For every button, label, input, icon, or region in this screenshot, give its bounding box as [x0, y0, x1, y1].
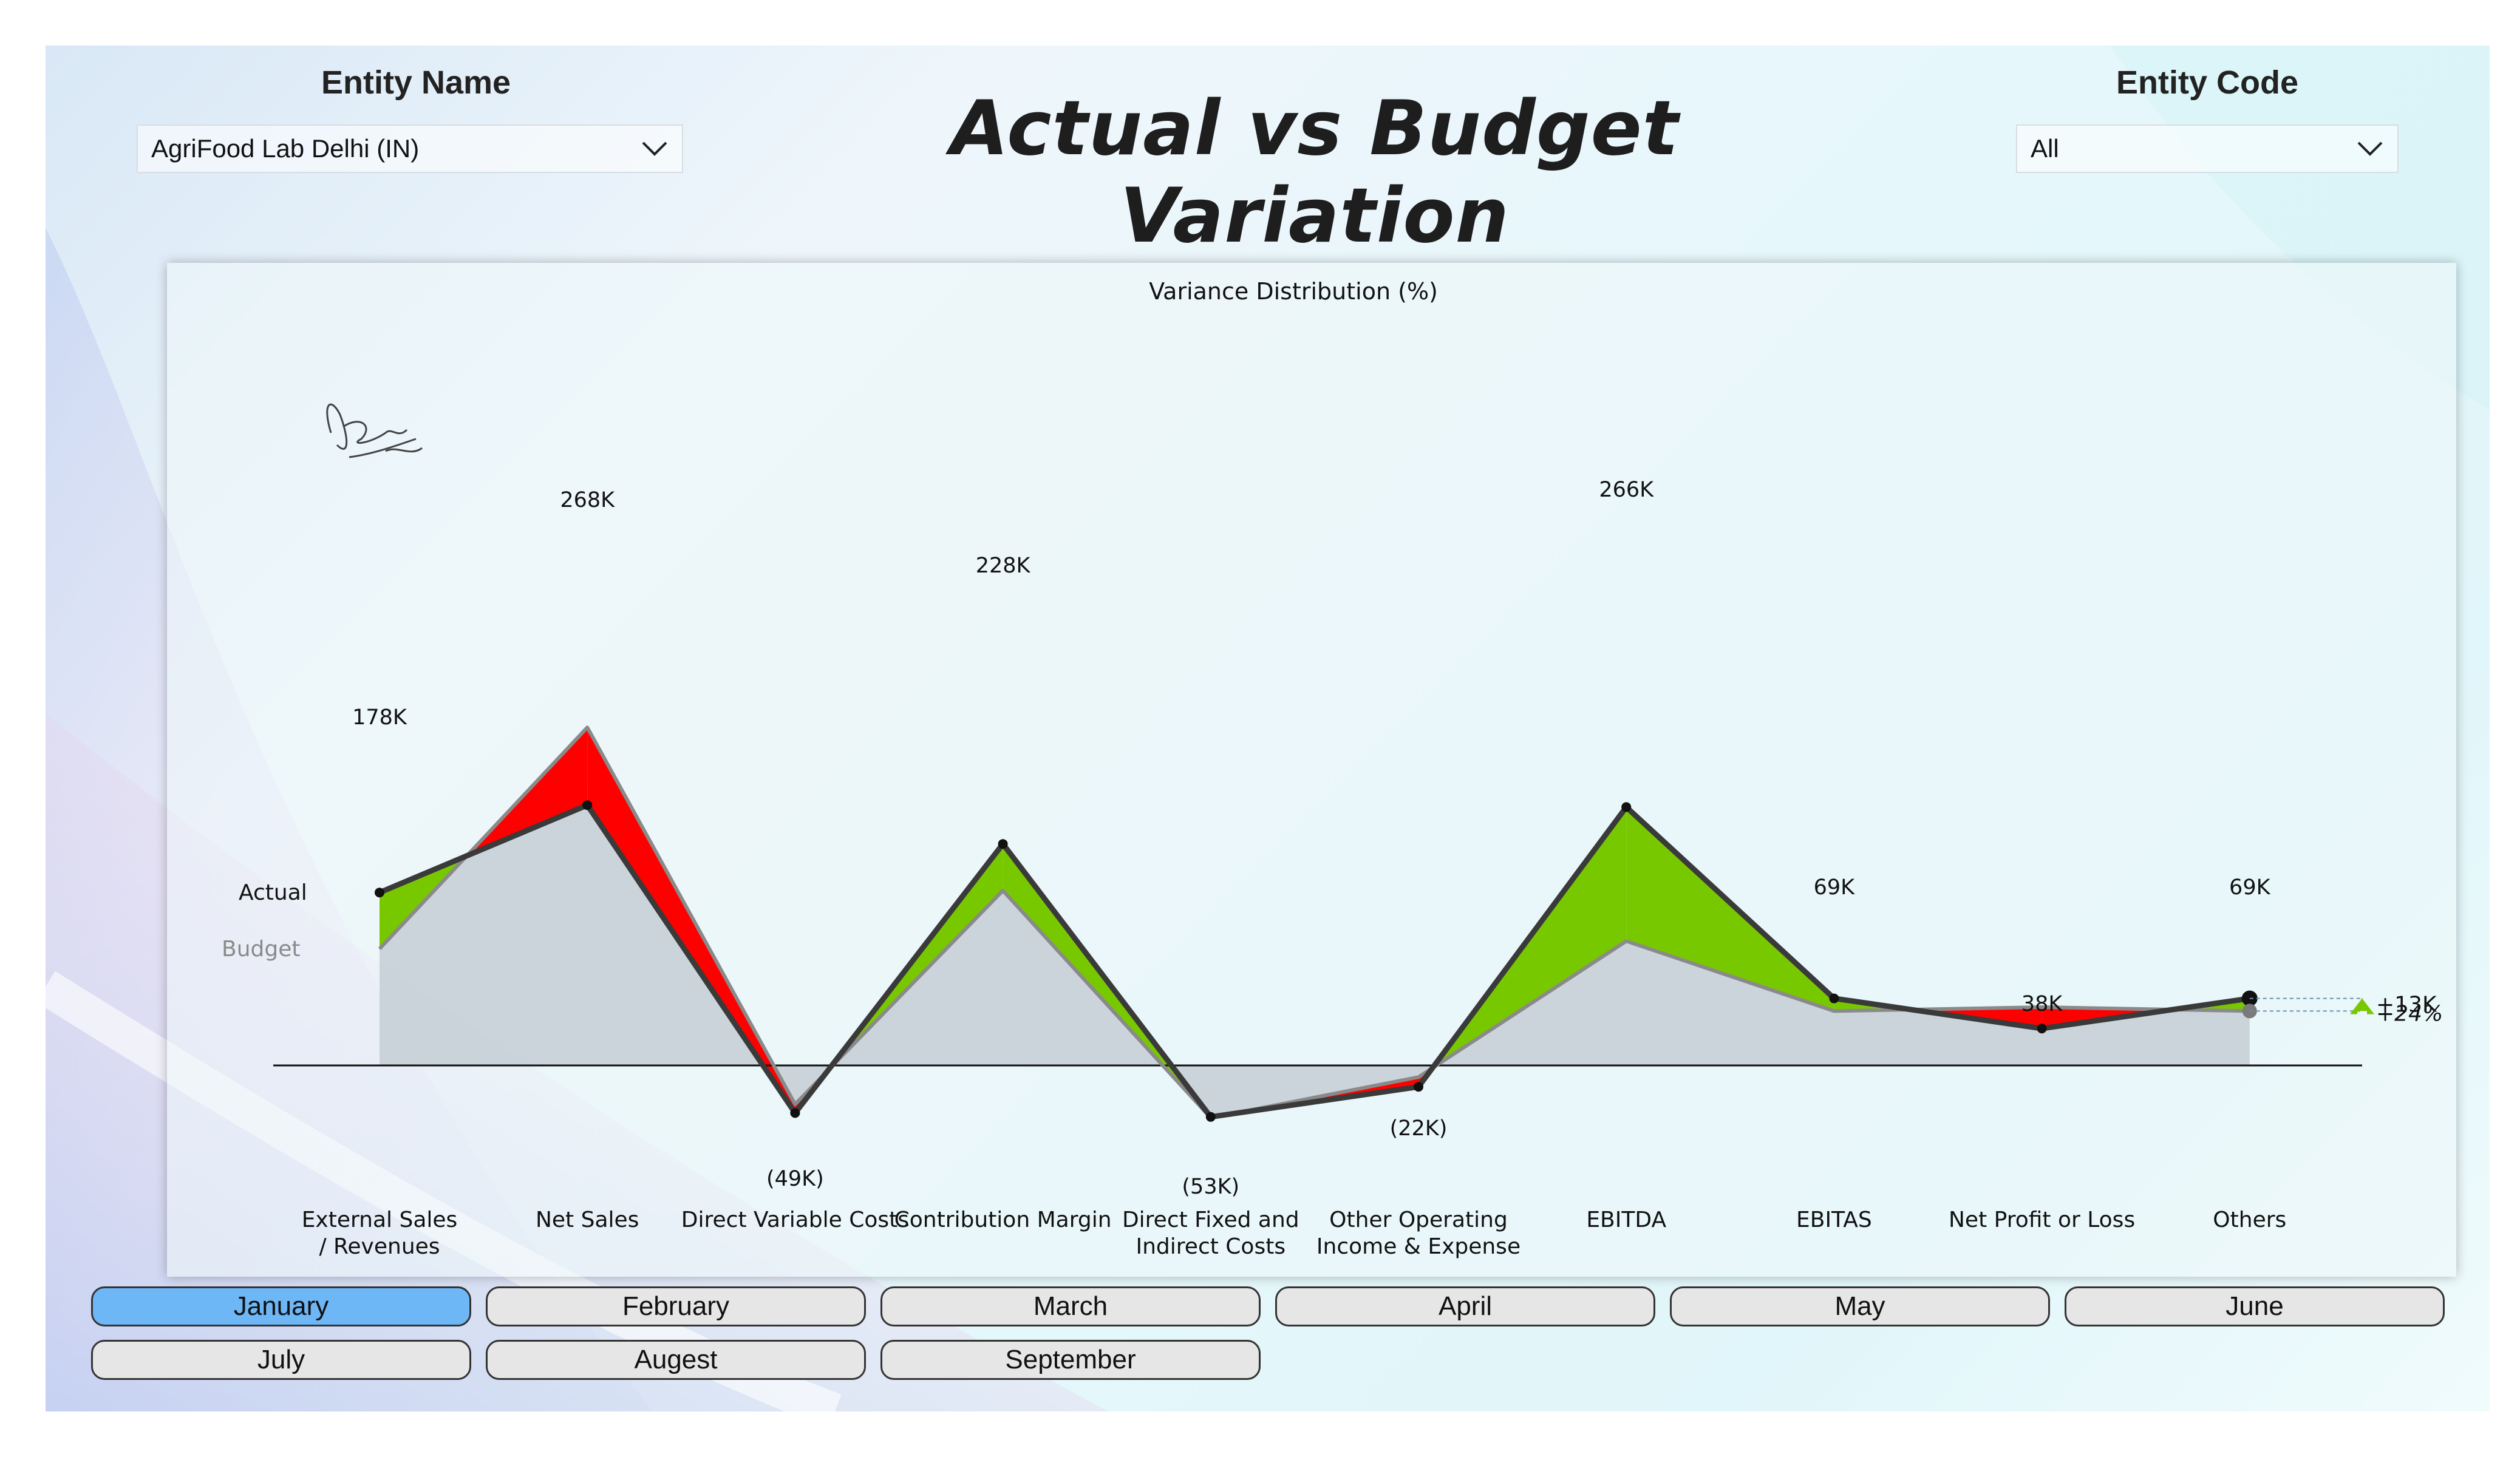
- month-button-may[interactable]: May: [1670, 1286, 2050, 1326]
- arrow-up-icon: [2350, 998, 2374, 1014]
- chevron-down-icon: [627, 124, 682, 173]
- data-label: (49K): [766, 1167, 824, 1191]
- data-label: (22K): [1390, 1116, 1448, 1141]
- entity-name-value: AgriFood Lab Delhi (IN): [151, 134, 420, 163]
- category-label: Other Operating: [1329, 1207, 1508, 1232]
- month-button-augest[interactable]: Augest: [486, 1340, 866, 1380]
- category-label: Direct Fixed and: [1122, 1207, 1299, 1232]
- month-button-july[interactable]: July: [91, 1340, 471, 1380]
- page-title: Actual vs Budget Variation: [950, 85, 1680, 260]
- data-label: 69K: [2229, 875, 2271, 900]
- category-label: / Revenues: [319, 1234, 440, 1259]
- actual-point: [1621, 802, 1632, 812]
- category-label: Net Sales: [536, 1207, 639, 1232]
- month-button-march[interactable]: March: [880, 1286, 1261, 1326]
- variance-percent: +24%: [2376, 1001, 2443, 1026]
- data-label: 268K: [560, 488, 615, 512]
- actual-point: [998, 839, 1008, 849]
- entity-code-value: All: [2031, 134, 2059, 163]
- data-label: 228K: [976, 554, 1031, 578]
- category-label: Others: [2213, 1207, 2286, 1232]
- month-button-january[interactable]: January: [91, 1286, 471, 1326]
- data-label: (53K): [1182, 1175, 1239, 1199]
- entity-name-label: Entity Name: [321, 64, 511, 101]
- legend-actual: Actual: [239, 880, 307, 905]
- variance-value: +13K: [2376, 993, 2437, 1017]
- actual-point: [582, 800, 593, 810]
- category-label: Income & Expense: [1316, 1234, 1521, 1259]
- actual-point: [790, 1108, 800, 1118]
- dashboard-background: Entity Name AgriFood Lab Delhi (IN) Actu…: [46, 46, 2490, 1411]
- entity-code-label: Entity Code: [2116, 64, 2298, 101]
- data-label: 266K: [1599, 478, 1654, 502]
- month-button-april[interactable]: April: [1275, 1286, 1655, 1326]
- actual-point: [375, 888, 384, 898]
- data-label: 38K: [2021, 992, 2063, 1016]
- actual-point: [2037, 1024, 2047, 1034]
- actual-point: [1205, 1112, 1216, 1122]
- month-button-september[interactable]: September: [880, 1340, 1261, 1380]
- data-label: 69K: [1814, 875, 1856, 900]
- actual-point: [1414, 1082, 1423, 1092]
- entity-code-dropdown[interactable]: All: [2016, 124, 2399, 173]
- data-label: 178K: [352, 705, 407, 730]
- category-label: External Sales: [302, 1207, 458, 1232]
- month-button-february[interactable]: February: [486, 1286, 866, 1326]
- category-label: Indirect Costs: [1136, 1234, 1286, 1259]
- actual-point: [1829, 993, 1839, 1004]
- category-label: EBITAS: [1796, 1207, 1872, 1232]
- entity-name-dropdown[interactable]: AgriFood Lab Delhi (IN): [137, 124, 683, 173]
- chart-panel: Variance Distribution (%) 178K 268K (49K) 2…: [167, 263, 2456, 1277]
- category-label: Direct Variable Costs: [681, 1207, 909, 1232]
- category-label: Contribution Margin: [894, 1207, 1112, 1232]
- category-label: Net Profit or Loss: [1949, 1207, 2135, 1232]
- signature-mark: [326, 403, 423, 458]
- month-button-june[interactable]: June: [2065, 1286, 2445, 1326]
- chart-title: Variance Distribution (%): [1149, 278, 1438, 305]
- budget-line: [378, 725, 2250, 1120]
- category-label: EBITDA: [1586, 1207, 1666, 1232]
- budget-area: [380, 727, 2250, 1118]
- actual-line: [378, 802, 2250, 1120]
- variance-chart: Variance Distribution (%) 178K 268K (49K) 2…: [222, 278, 2443, 1259]
- chevron-down-icon: [2343, 124, 2397, 173]
- legend-budget: Budget: [222, 937, 300, 962]
